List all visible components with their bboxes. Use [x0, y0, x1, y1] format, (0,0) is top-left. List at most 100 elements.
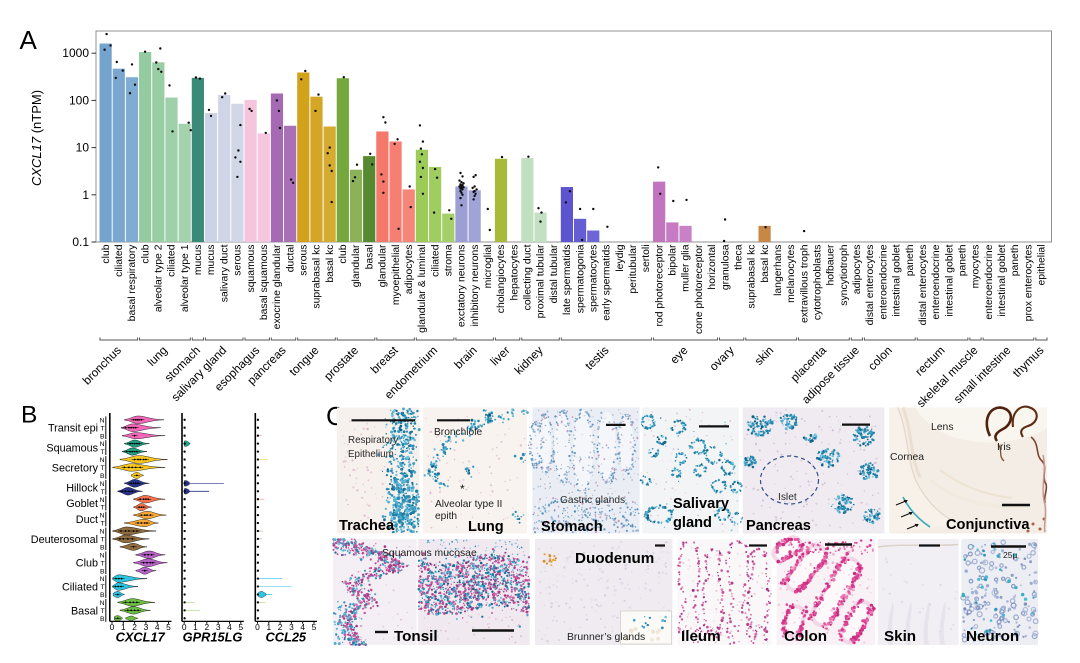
- svg-text:theca: theca: [733, 244, 744, 270]
- svg-text:5: 5: [312, 622, 317, 632]
- svg-text:distal enterocytes: distal enterocytes: [865, 245, 876, 326]
- svg-text:N: N: [100, 457, 105, 464]
- svg-text:Stomach: Stomach: [541, 519, 603, 535]
- svg-text:peritubular: peritubular: [628, 244, 639, 294]
- svg-text:syncytiotroph: syncytiotroph: [839, 244, 850, 305]
- svg-text:myoepithelial: myoepithelial: [391, 245, 402, 306]
- svg-text:*: *: [460, 482, 465, 496]
- svg-text:sertoli: sertoli: [641, 245, 652, 273]
- svg-text:B: B: [100, 473, 105, 480]
- svg-text:muller glia: muller glia: [681, 244, 692, 292]
- svg-text:Squamous: Squamous: [46, 443, 98, 455]
- svg-text:basal squamous: basal squamous: [259, 245, 270, 321]
- svg-text:extravillous troph: extravillous troph: [799, 244, 810, 323]
- svg-text:club: club: [338, 244, 349, 263]
- svg-text:2: 2: [132, 622, 137, 632]
- svg-text:Gastric glands: Gastric glands: [560, 495, 625, 506]
- svg-text:Ciliated: Ciliated: [62, 582, 98, 594]
- svg-text:B: B: [100, 616, 105, 623]
- svg-text:3: 3: [144, 622, 149, 632]
- svg-text:Lens: Lens: [931, 422, 954, 433]
- svg-text:100: 100: [69, 93, 89, 107]
- svg-text:Transit epi: Transit epi: [48, 423, 98, 435]
- svg-text:serous: serous: [299, 245, 310, 276]
- svg-text:stroma: stroma: [444, 244, 455, 276]
- svg-text:spermatocytes: spermatocytes: [589, 245, 600, 313]
- svg-text:5: 5: [238, 622, 243, 632]
- svg-text:T: T: [100, 560, 104, 567]
- svg-text:CXCL17 (nTPM): CXCL17 (nTPM): [29, 90, 44, 186]
- svg-text:gland: gland: [673, 515, 712, 531]
- svg-text:exctatory neurons: exctatory neurons: [457, 245, 468, 328]
- svg-text:0: 0: [182, 622, 187, 632]
- svg-text:Lung: Lung: [468, 519, 504, 535]
- svg-text:glandular & luminal: glandular & luminal: [417, 245, 428, 333]
- svg-text:epithelial: epithelial: [1037, 245, 1048, 286]
- svg-text:exocrine glandular: exocrine glandular: [272, 244, 283, 329]
- svg-text:spermatogonia: spermatogonia: [575, 244, 586, 313]
- svg-text:hepatocytes: hepatocytes: [509, 245, 520, 301]
- svg-text:glandular: glandular: [378, 244, 389, 287]
- svg-text:ductal: ductal: [285, 245, 296, 273]
- svg-text:salivary duct: salivary duct: [219, 244, 230, 302]
- svg-text:1: 1: [121, 622, 126, 632]
- svg-text:cholangiocytes: cholangiocytes: [496, 245, 507, 314]
- svg-text:ciliated: ciliated: [430, 244, 441, 277]
- svg-text:3: 3: [216, 622, 221, 632]
- svg-text:1: 1: [82, 188, 89, 202]
- svg-text:prox enterocytes: prox enterocytes: [1023, 245, 1034, 322]
- svg-text:N: N: [100, 497, 105, 504]
- svg-text:B: B: [100, 433, 105, 440]
- svg-text:0: 0: [110, 622, 115, 632]
- svg-text:hofbauer: hofbauer: [826, 244, 837, 286]
- svg-text:1: 1: [193, 622, 198, 632]
- svg-text:N: N: [100, 441, 105, 448]
- svg-text:proximal tubular: proximal tubular: [536, 244, 547, 318]
- svg-text:basal respiratory: basal respiratory: [127, 244, 138, 322]
- svg-text:glandular: glandular: [351, 244, 362, 287]
- svg-text:enteroendocrine: enteroendocrine: [931, 244, 942, 319]
- svg-text:N: N: [100, 576, 105, 583]
- svg-text:Salivary: Salivary: [673, 496, 730, 512]
- svg-text:T: T: [100, 608, 104, 615]
- svg-text:Basal: Basal: [71, 605, 98, 617]
- svg-text:T: T: [100, 537, 104, 544]
- svg-text:Deuterosomal: Deuterosomal: [31, 534, 98, 546]
- svg-text:2: 2: [204, 622, 209, 632]
- svg-text:distal enterocytes: distal enterocytes: [918, 245, 929, 326]
- svg-text:alveolar type 1: alveolar type 1: [180, 244, 191, 312]
- svg-text:T: T: [100, 449, 104, 456]
- svg-text:leydig: leydig: [615, 244, 626, 271]
- svg-text:Respiratory: Respiratory: [348, 435, 398, 446]
- svg-text:adipocytes: adipocytes: [852, 245, 863, 295]
- svg-text:granulosa: granulosa: [720, 244, 731, 290]
- svg-text:T: T: [100, 489, 104, 496]
- svg-text:serous: serous: [233, 245, 244, 276]
- svg-text:GPR15LG: GPR15LG: [183, 630, 243, 645]
- svg-text:paneth: paneth: [958, 244, 969, 276]
- svg-text:myocytes: myocytes: [971, 245, 982, 289]
- svg-text:paneth: paneth: [1010, 244, 1021, 276]
- svg-text:4: 4: [300, 622, 305, 632]
- svg-text:Pancreas: Pancreas: [746, 518, 811, 534]
- svg-text:inhibitory neurons: inhibitory neurons: [470, 245, 481, 327]
- svg-text:Secretory: Secretory: [52, 462, 99, 474]
- svg-text:enteroendocrine: enteroendocrine: [878, 244, 889, 319]
- svg-text:CXCL17: CXCL17: [116, 630, 166, 645]
- svg-text:mucus: mucus: [193, 245, 204, 276]
- svg-text:horizontal: horizontal: [707, 245, 718, 290]
- svg-text:N: N: [100, 481, 105, 488]
- svg-text:suprabasal kc: suprabasal kc: [312, 245, 323, 309]
- svg-text:B: B: [100, 592, 105, 599]
- svg-text:B: B: [100, 568, 105, 575]
- svg-text:microglial: microglial: [483, 245, 494, 289]
- svg-text:intestinal goblet: intestinal goblet: [997, 244, 1008, 316]
- svg-text:2: 2: [278, 622, 283, 632]
- svg-text:melanocytes: melanocytes: [786, 245, 797, 303]
- svg-text:N: N: [100, 513, 105, 520]
- svg-text:0.1: 0.1: [72, 235, 89, 249]
- svg-text:Duct: Duct: [76, 514, 98, 526]
- svg-text:Hillock: Hillock: [66, 482, 98, 494]
- svg-text:langerhans: langerhans: [773, 245, 784, 296]
- svg-text:Conjunctiva: Conjunctiva: [946, 517, 1030, 533]
